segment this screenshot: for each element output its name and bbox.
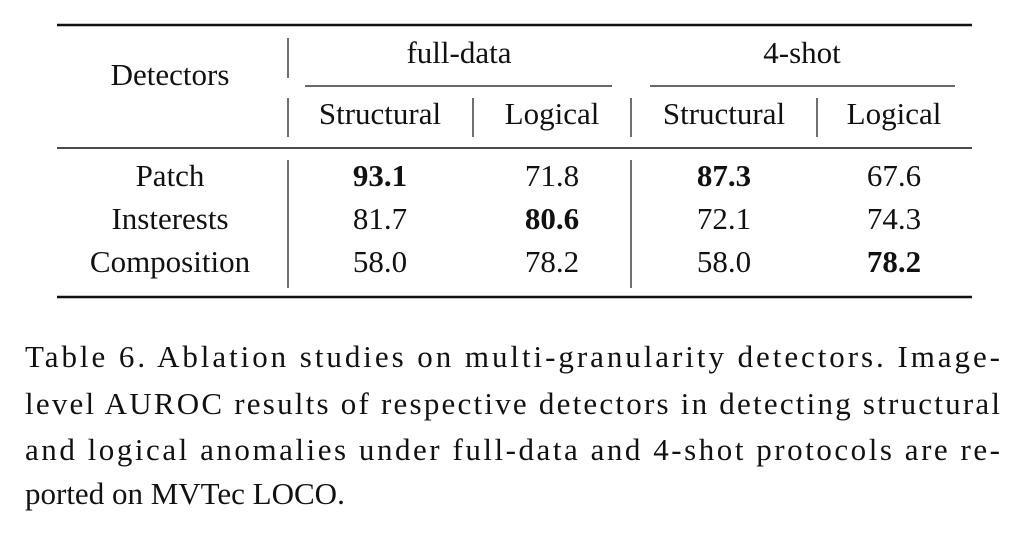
row-label: Patch	[136, 158, 205, 193]
cell: 71.8	[525, 158, 579, 193]
cell: 78.2	[867, 244, 921, 279]
sub-header: Logical	[847, 96, 942, 131]
cell: 58.0	[353, 244, 407, 279]
caption-line: Table 6. Ablation studies on multi-granu…	[25, 339, 1000, 374]
cell: 78.2	[525, 244, 579, 279]
cell: 81.7	[353, 201, 407, 236]
caption-line: and logical anomalies under full-data an…	[25, 432, 1000, 467]
row-label: Composition	[90, 244, 251, 279]
group-header: 4-shot	[763, 35, 841, 70]
cell: 80.6	[525, 201, 579, 236]
group-header: full-data	[406, 35, 511, 70]
cell: 74.3	[867, 201, 921, 236]
caption-line: level AUROC results of respective detect…	[25, 386, 1000, 421]
sub-header: Structural	[319, 96, 441, 131]
cell: 87.3	[697, 158, 751, 193]
cell: 93.1	[353, 158, 407, 193]
cell: 72.1	[697, 201, 751, 236]
cell: 67.6	[867, 158, 921, 193]
sub-header: Structural	[663, 96, 785, 131]
caption-line: ported on MVTec LOCO.	[25, 476, 345, 511]
sub-header: Logical	[505, 96, 600, 131]
row-label: Insterests	[111, 201, 228, 236]
cell: 58.0	[697, 244, 751, 279]
corner-header: Detectors	[111, 57, 230, 92]
